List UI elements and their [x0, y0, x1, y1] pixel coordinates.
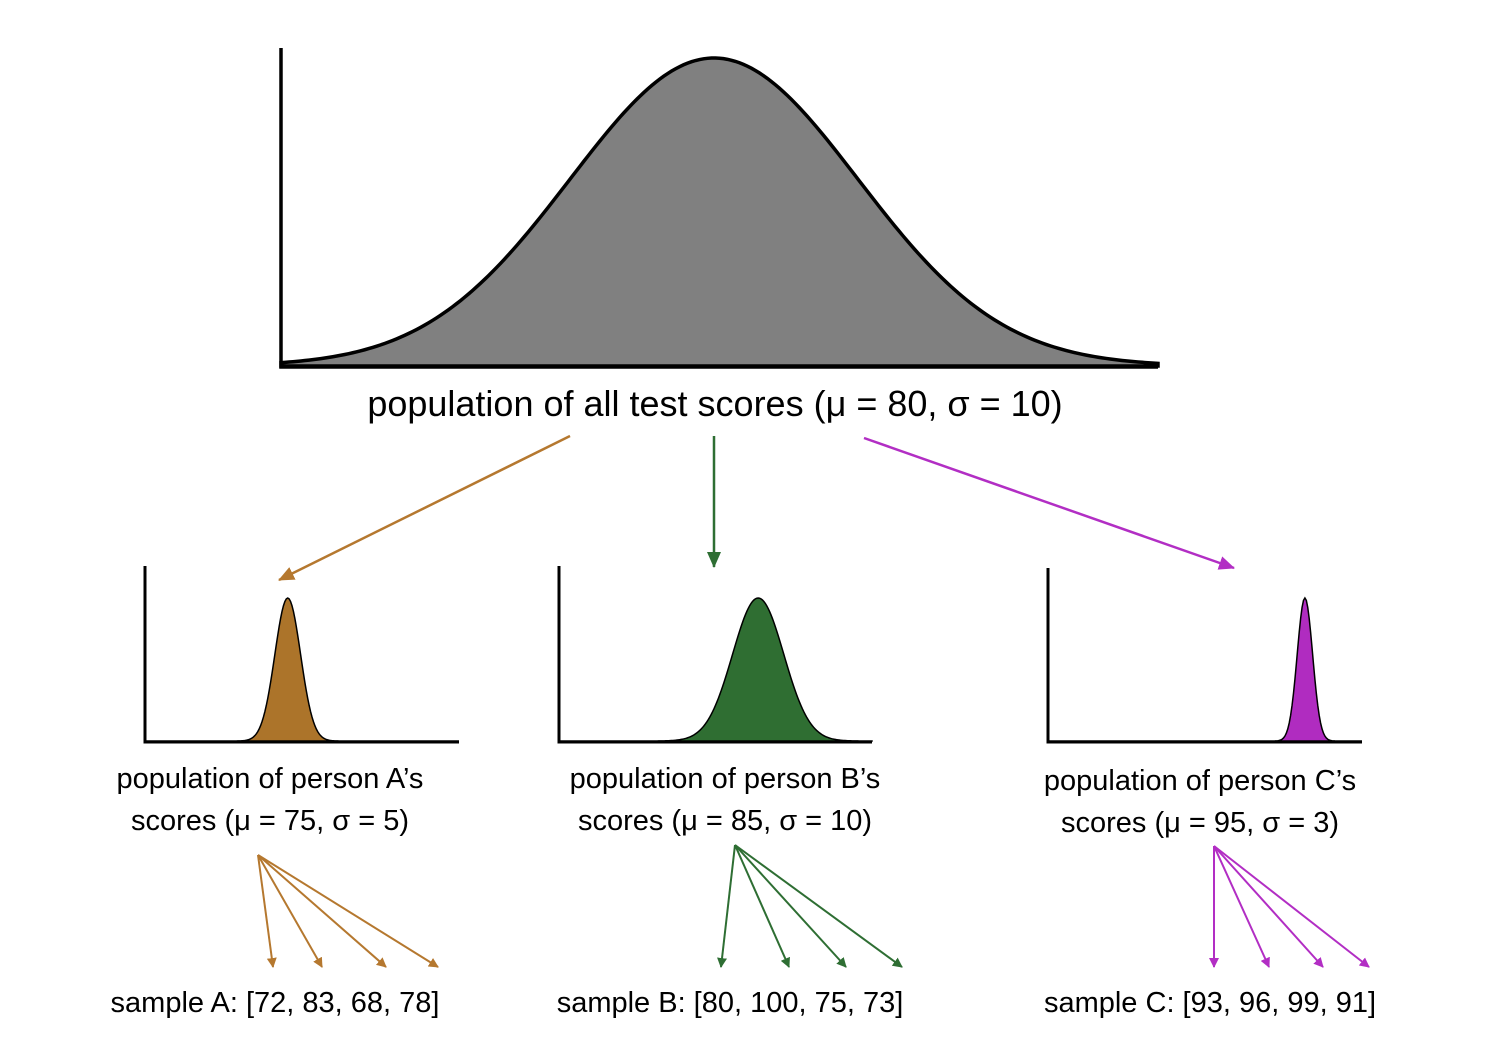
- sample-arrow-b-4: [734, 844, 903, 968]
- sample-arrow-a-3: [257, 854, 387, 968]
- person-b-axes: [557, 566, 872, 744]
- sample-arrow-a-4: [257, 854, 439, 968]
- person-a-label: population of person A’s scores (μ = 75,…: [60, 758, 480, 842]
- sample-arrow-b-3: [734, 844, 847, 968]
- person-c-chart: [1046, 568, 1362, 744]
- sample-b-label: sample B: [80, 100, 75, 73]: [556, 987, 904, 1019]
- sample-arrow-c-3: [1213, 845, 1324, 968]
- person-c-curve: [1048, 596, 1362, 742]
- person-b-label-line2: scores (μ = 85, σ = 10): [577, 805, 873, 837]
- person-a-label-line2: scores (μ = 75, σ = 5): [131, 805, 409, 837]
- person-c-label-line1: population of person C’s: [1043, 765, 1357, 797]
- sample-c-label: sample C: [93, 96, 99, 91]: [1043, 987, 1377, 1019]
- person-b-chart: [557, 566, 873, 744]
- sample-arrow-b-1: [717, 844, 736, 968]
- sample-arrow-a-1: [257, 854, 277, 968]
- person-c-axes: [1046, 568, 1362, 744]
- person-b-curve: [559, 597, 873, 742]
- sample-arrow-b-2: [734, 844, 790, 968]
- arrow-to-person-c: [863, 436, 1235, 570]
- arrow-to-person-a: [278, 434, 571, 582]
- sample-arrow-c-2: [1213, 845, 1270, 968]
- person-b-sample-arrows: [717, 844, 903, 968]
- person-c-label-line2: scores (μ = 95, σ = 3): [1061, 807, 1339, 839]
- person-c-sample-arrows: [1209, 845, 1370, 968]
- population-label: population of all test scores (μ = 80, σ…: [367, 383, 1063, 424]
- sample-a-label: sample A: [72, 83, 68, 78]: [110, 987, 440, 1019]
- population-axes: [279, 48, 1158, 369]
- person-b-label-line1: population of person B’s: [569, 763, 881, 795]
- person-a-curve: [145, 597, 459, 742]
- person-a-sample-arrows: [257, 854, 439, 968]
- population-chart: [279, 48, 1160, 369]
- person-c-label: population of person C’s scores (μ = 95,…: [990, 760, 1410, 844]
- sample-arrow-c-4: [1213, 845, 1370, 968]
- person-a-chart: [143, 566, 459, 744]
- person-a-axes: [143, 566, 459, 744]
- person-a-label-line1: population of person A’s: [116, 763, 424, 795]
- population-curve: [279, 56, 1160, 368]
- person-b-label: population of person B’s scores (μ = 85,…: [515, 758, 935, 842]
- sample-arrow-a-2: [257, 854, 323, 968]
